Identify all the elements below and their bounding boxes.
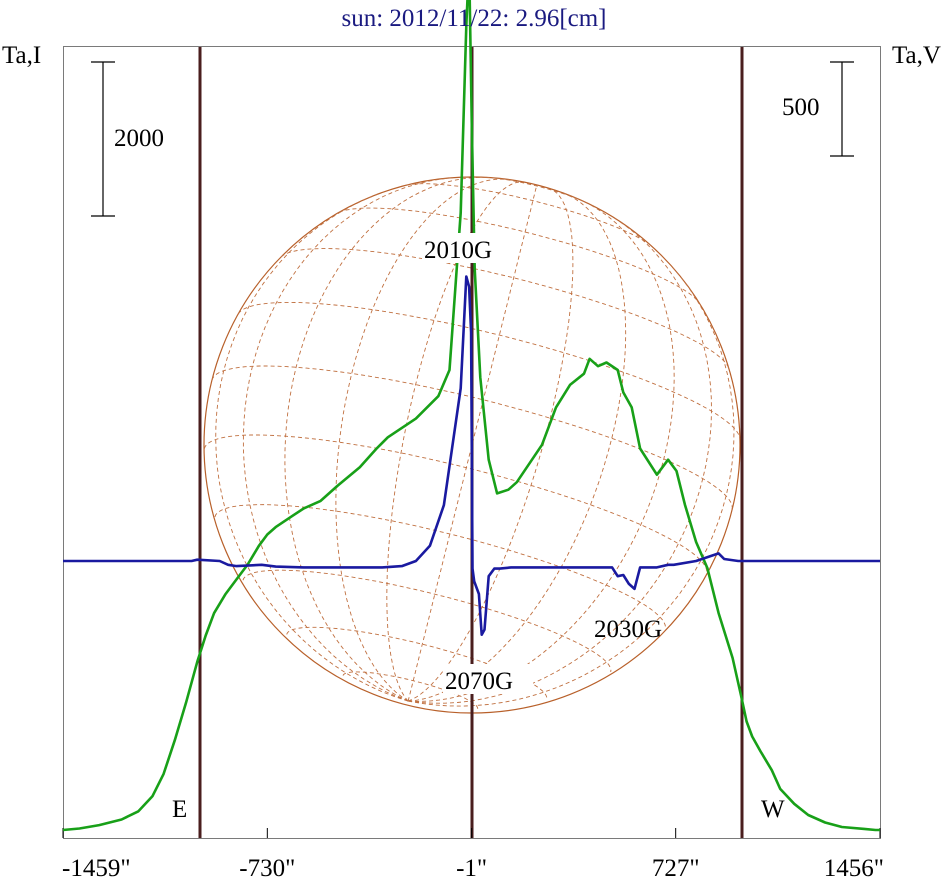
disk-grid-line — [338, 207, 700, 303]
disk-grid-line — [342, 671, 479, 710]
disk-grid-line — [408, 267, 735, 707]
x-tick-label: -730" — [239, 855, 295, 882]
disk-grid-line — [407, 188, 574, 702]
x-tick-label: 727" — [652, 855, 700, 882]
disk-grid-line — [284, 176, 489, 702]
disk-grid-line — [280, 248, 730, 369]
left-scale-bar — [91, 61, 115, 217]
solar-disk-grid — [203, 176, 741, 710]
annotation-2030g: 2030G — [594, 616, 662, 643]
disk-grid-line — [386, 181, 523, 702]
solar-disk — [203, 176, 741, 714]
disk-grid-line — [407, 185, 538, 702]
west-limb-label: W — [761, 796, 785, 823]
disk-grid-line — [485, 176, 586, 203]
disk-grid-line — [203, 434, 708, 574]
x-tick-label: -1459" — [62, 855, 131, 882]
right-scale-bar-label: 500 — [782, 94, 820, 121]
disk-grid-line — [242, 177, 453, 702]
annotation-2070g: 2070G — [445, 668, 513, 695]
x-tick-label: 1456" — [824, 855, 884, 882]
right-scale-bar — [830, 61, 854, 157]
chart-title: sun: 2012/11/22: 2.96[cm] — [341, 5, 606, 32]
plot-frame — [63, 46, 881, 839]
disk-grid-line — [286, 626, 548, 700]
disk-grid-line — [405, 183, 653, 248]
disk-grid-line — [237, 301, 741, 440]
x-axis-ticks — [62, 828, 881, 838]
polarization-series-line — [63, 275, 880, 636]
disk-grid-line — [408, 192, 627, 702]
left-scale-bar-label: 2000 — [114, 125, 164, 152]
left-axis-label: Ta,I — [2, 42, 41, 69]
right-axis-label: Ta,V — [892, 42, 941, 69]
x-tick-label: -1" — [456, 855, 487, 882]
annotation-2070g-bg — [443, 664, 533, 694]
east-limb-label: E — [172, 796, 187, 823]
disk-grid-line — [335, 178, 510, 702]
x-axis-labels: -1459" -730" -1" 727" 1456" — [62, 855, 884, 882]
disk-grid-line — [242, 569, 612, 672]
disk-grid-line — [214, 504, 666, 630]
annotation-2010g: 2010G — [424, 237, 492, 264]
intensity-series-line — [62, 0, 880, 832]
disk-grid-line — [211, 365, 733, 510]
disk-grid-line — [408, 217, 712, 704]
annotation-2010g-bg — [422, 233, 512, 263]
